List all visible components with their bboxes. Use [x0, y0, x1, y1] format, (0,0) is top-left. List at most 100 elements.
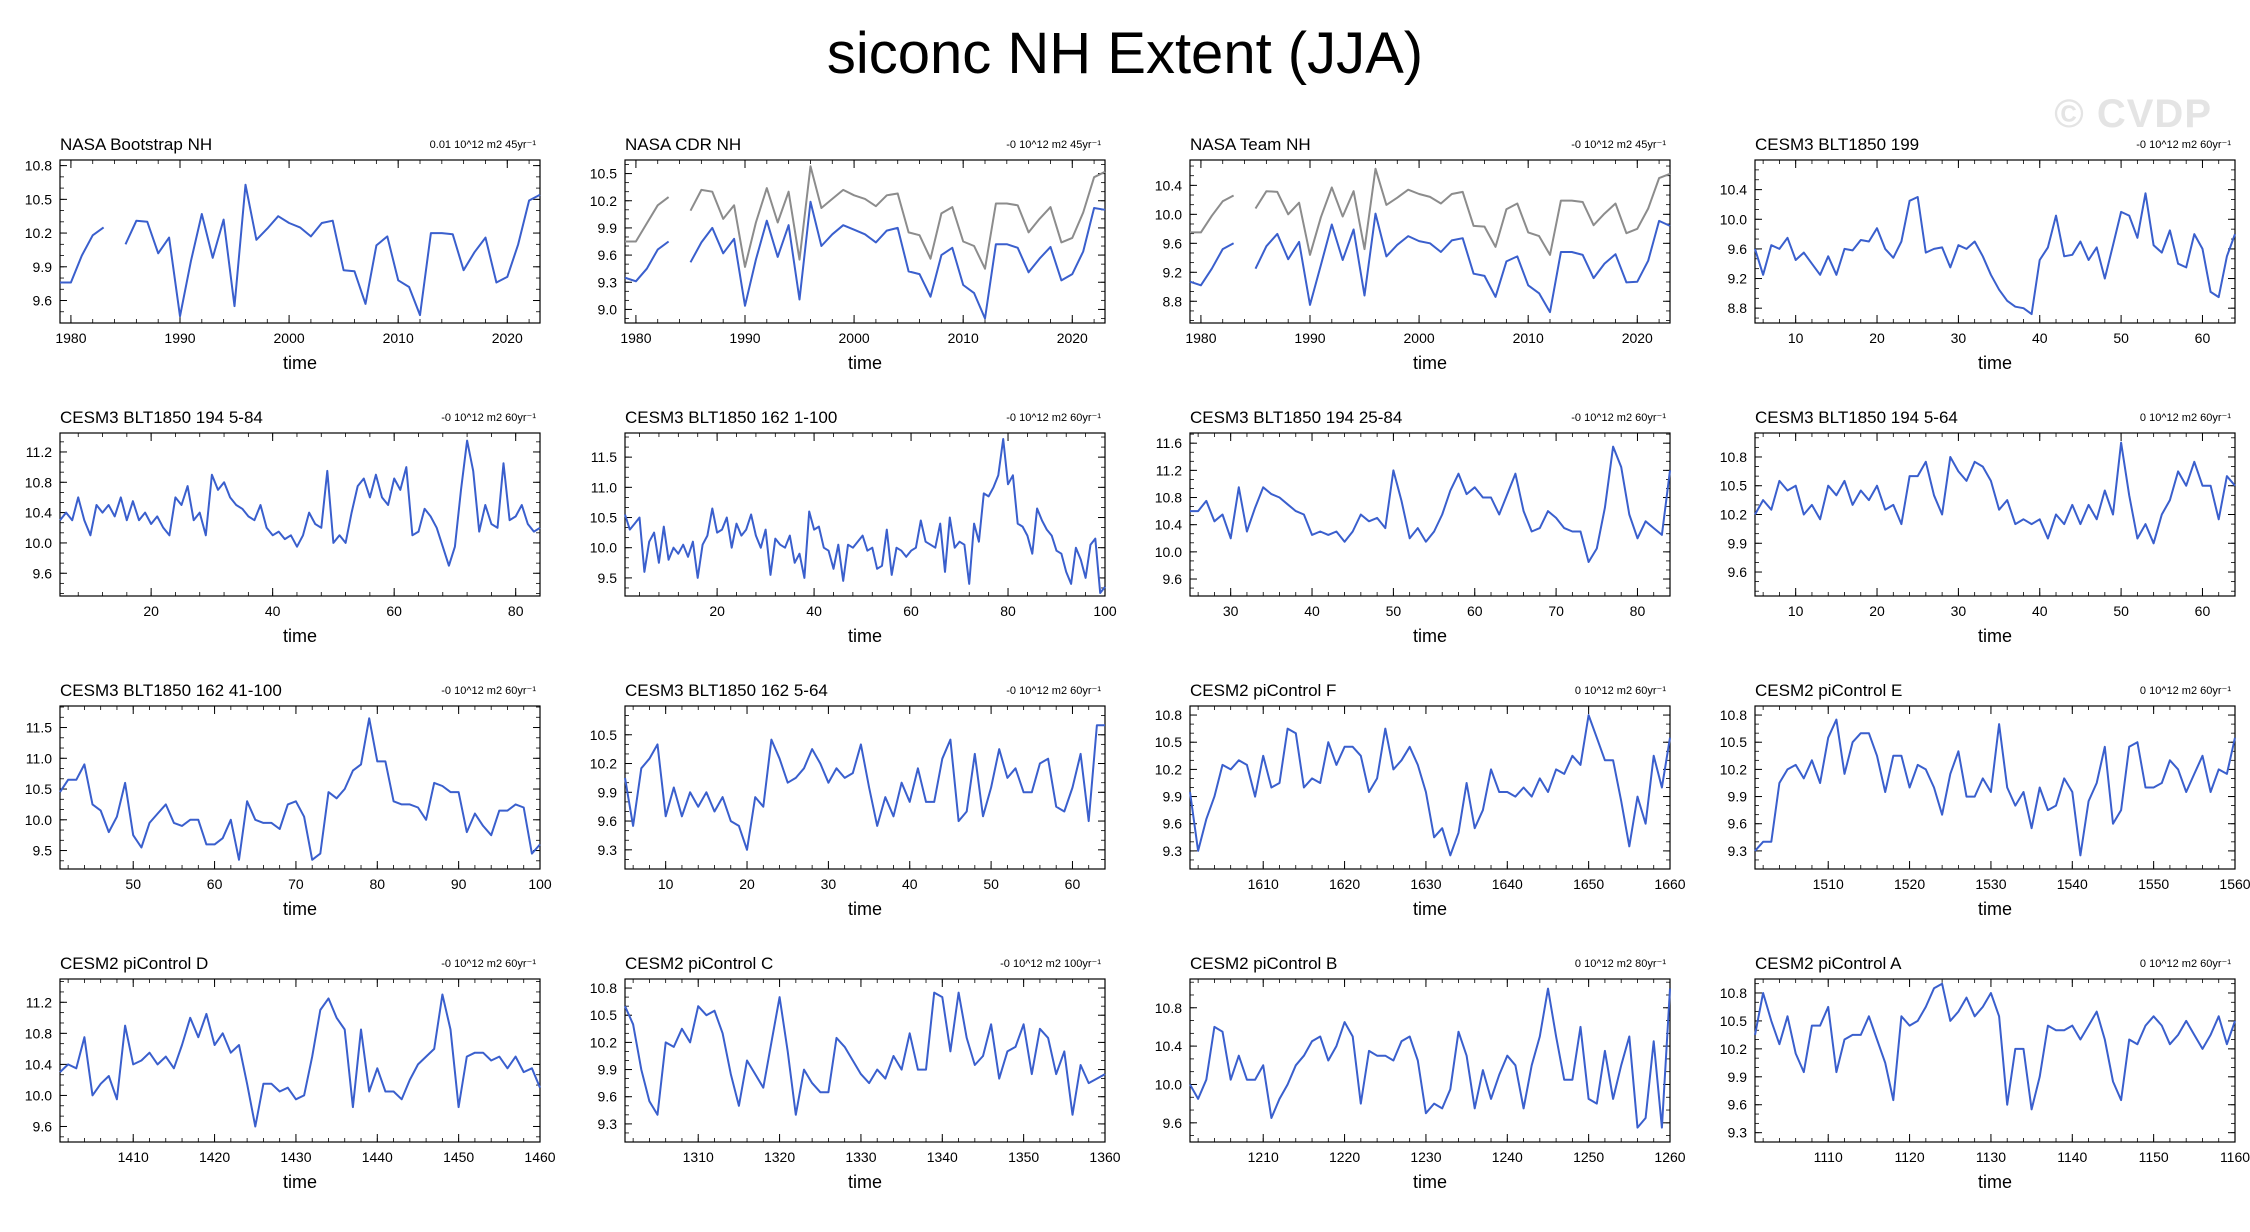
y-tick-label: 9.6	[1728, 564, 1748, 580]
x-axis-title: time	[283, 353, 317, 373]
y-tick-label: 9.3	[1728, 1125, 1748, 1141]
panel-title: CESM3 BLT1850 194 25-84	[1190, 408, 1402, 427]
y-tick-label: 9.9	[33, 259, 53, 275]
x-tick-label: 1990	[1294, 330, 1325, 346]
x-tick-label: 100	[1093, 603, 1117, 619]
y-tick-label: 9.9	[1728, 1069, 1748, 1085]
y-tick-label: 10.2	[1720, 1041, 1747, 1057]
panel-title: CESM2 piControl B	[1190, 954, 1337, 973]
x-tick-label: 20	[709, 603, 725, 619]
x-tick-label: 40	[265, 603, 281, 619]
panel-title: NASA CDR NH	[625, 135, 741, 154]
chart-panel: NASA Team NH -0 10^12 m2 45yr⁻¹ 8.8 9.2 9.6 1…	[1155, 135, 1671, 373]
y-tick-label: 10.0	[25, 1087, 52, 1103]
x-tick-label: 2020	[492, 330, 523, 346]
x-tick-label: 2000	[839, 330, 870, 346]
x-tick-label: 1980	[1185, 330, 1216, 346]
x-tick-label: 90	[451, 876, 467, 892]
panel-title: NASA Bootstrap NH	[60, 135, 212, 154]
x-tick-label: 2010	[383, 330, 414, 346]
x-tick-label: 1350	[1008, 1149, 1039, 1165]
x-tick-label: 1240	[1492, 1149, 1523, 1165]
series-line	[1754, 718, 2236, 857]
y-tick-label: 9.5	[33, 843, 53, 859]
y-tick-label: 10.2	[590, 1034, 617, 1050]
x-tick-label: 1320	[764, 1149, 795, 1165]
y-tick-label: 10.8	[25, 474, 52, 490]
y-tick-label: 9.9	[598, 784, 618, 800]
y-tick-label: 9.0	[598, 301, 618, 317]
x-tick-label: 30	[1951, 603, 1967, 619]
y-tick-label: 11.5	[591, 449, 617, 465]
x-axis-title: time	[283, 899, 317, 919]
y-tick-label: 10.8	[1720, 985, 1747, 1001]
trend-label: -0 10^12 m2 60yr⁻¹	[1006, 685, 1101, 697]
x-tick-label: 20	[143, 603, 159, 619]
plot-frame	[624, 159, 1106, 324]
plot-frame	[1189, 978, 1671, 1143]
x-tick-label: 1520	[1894, 876, 1925, 892]
y-tick-label: 9.2	[1163, 264, 1183, 280]
x-tick-label: 1540	[2057, 876, 2088, 892]
x-tick-label: 20	[1869, 330, 1885, 346]
plot-frame	[59, 978, 541, 1143]
x-axis-title: time	[1413, 899, 1447, 919]
x-tick-label: 1980	[55, 330, 86, 346]
x-tick-label: 1340	[927, 1149, 958, 1165]
panel-title: CESM2 piControl E	[1755, 681, 1902, 700]
x-tick-label: 1660	[1654, 876, 1685, 892]
y-tick-label: 10.5	[1155, 734, 1182, 750]
plot-frame	[59, 432, 541, 597]
chart-panel: CESM2 piControl D -0 10^12 m2 60yr⁻¹ 9.6 10…	[25, 954, 556, 1192]
x-tick-label: 1550	[2138, 876, 2169, 892]
plot-area: CESM2 piControl A 0 10^12 m2 60yr⁻¹ 9.3 9.6…	[1720, 954, 2250, 1192]
x-tick-label: 1620	[1329, 876, 1360, 892]
x-tick-label: 40	[2032, 330, 2048, 346]
plot-area: CESM3 BLT1850 194 25-84 -0 10^12 m2 60yr⁻…	[1155, 408, 1671, 646]
trend-label: -0 10^12 m2 60yr⁻¹	[441, 958, 536, 970]
x-axis-title: time	[848, 899, 882, 919]
y-tick-label: 10.5	[1720, 1013, 1747, 1029]
x-tick-label: 1650	[1573, 876, 1604, 892]
x-tick-label: 50	[2113, 330, 2129, 346]
x-axis-title: time	[1978, 353, 2012, 373]
trend-label: -0 10^12 m2 60yr⁻¹	[441, 412, 536, 424]
y-tick-label: 9.6	[1163, 235, 1183, 251]
y-tick-label: 11.0	[26, 750, 52, 766]
series-line	[1189, 714, 1671, 857]
x-tick-label: 40	[806, 603, 822, 619]
y-tick-label: 11.2	[26, 444, 52, 460]
x-tick-label: 1140	[2057, 1149, 2087, 1165]
series-line	[59, 439, 541, 567]
x-tick-label: 30	[1223, 603, 1239, 619]
x-axis-title: time	[848, 626, 882, 646]
x-tick-label: 1630	[1410, 876, 1441, 892]
x-tick-label: 1430	[280, 1149, 311, 1165]
y-tick-label: 10.8	[590, 980, 617, 996]
panel-title: CESM3 BLT1850 162 1-100	[625, 408, 837, 427]
plot-area: NASA CDR NH -0 10^12 m2 45yr⁻¹ 9.0 9.3 9.6 9.…	[590, 135, 1106, 373]
trend-label: 0 10^12 m2 80yr⁻¹	[1575, 958, 1666, 970]
panel-title: CESM3 BLT1850 194 5-64	[1755, 408, 1958, 427]
y-tick-label: 10.8	[1720, 707, 1747, 723]
x-tick-label: 1990	[729, 330, 760, 346]
series-line	[624, 200, 1106, 320]
plot-area: NASA Bootstrap NH 0.01 10^12 m2 45yr⁻¹ 9.6…	[25, 135, 541, 373]
x-tick-label: 60	[1467, 603, 1483, 619]
plot-area: CESM2 piControl E 0 10^12 m2 60yr⁻¹ 9.3 9.6…	[1720, 681, 2250, 919]
y-tick-label: 9.3	[1728, 843, 1748, 859]
panel-title: NASA Team NH	[1190, 135, 1311, 154]
x-tick-label: 20	[739, 876, 755, 892]
y-tick-label: 10.5	[590, 166, 617, 182]
y-tick-label: 10.4	[1720, 182, 1747, 198]
panel-title: CESM3 BLT1850 162 41-100	[60, 681, 282, 700]
chart-panel: CESM3 BLT1850 162 5-64 -0 10^12 m2 60yr⁻¹…	[590, 681, 1106, 919]
y-tick-label: 10.0	[590, 540, 617, 556]
chart-panel: CESM2 piControl E 0 10^12 m2 60yr⁻¹ 9.3 9.6…	[1720, 681, 2250, 919]
series-line	[1190, 167, 1671, 256]
series-line	[59, 993, 541, 1128]
y-tick-label: 10.2	[590, 193, 617, 209]
x-tick-label: 40	[2032, 603, 2048, 619]
plot-frame	[1754, 432, 2236, 597]
x-tick-label: 1130	[1976, 1149, 2006, 1165]
